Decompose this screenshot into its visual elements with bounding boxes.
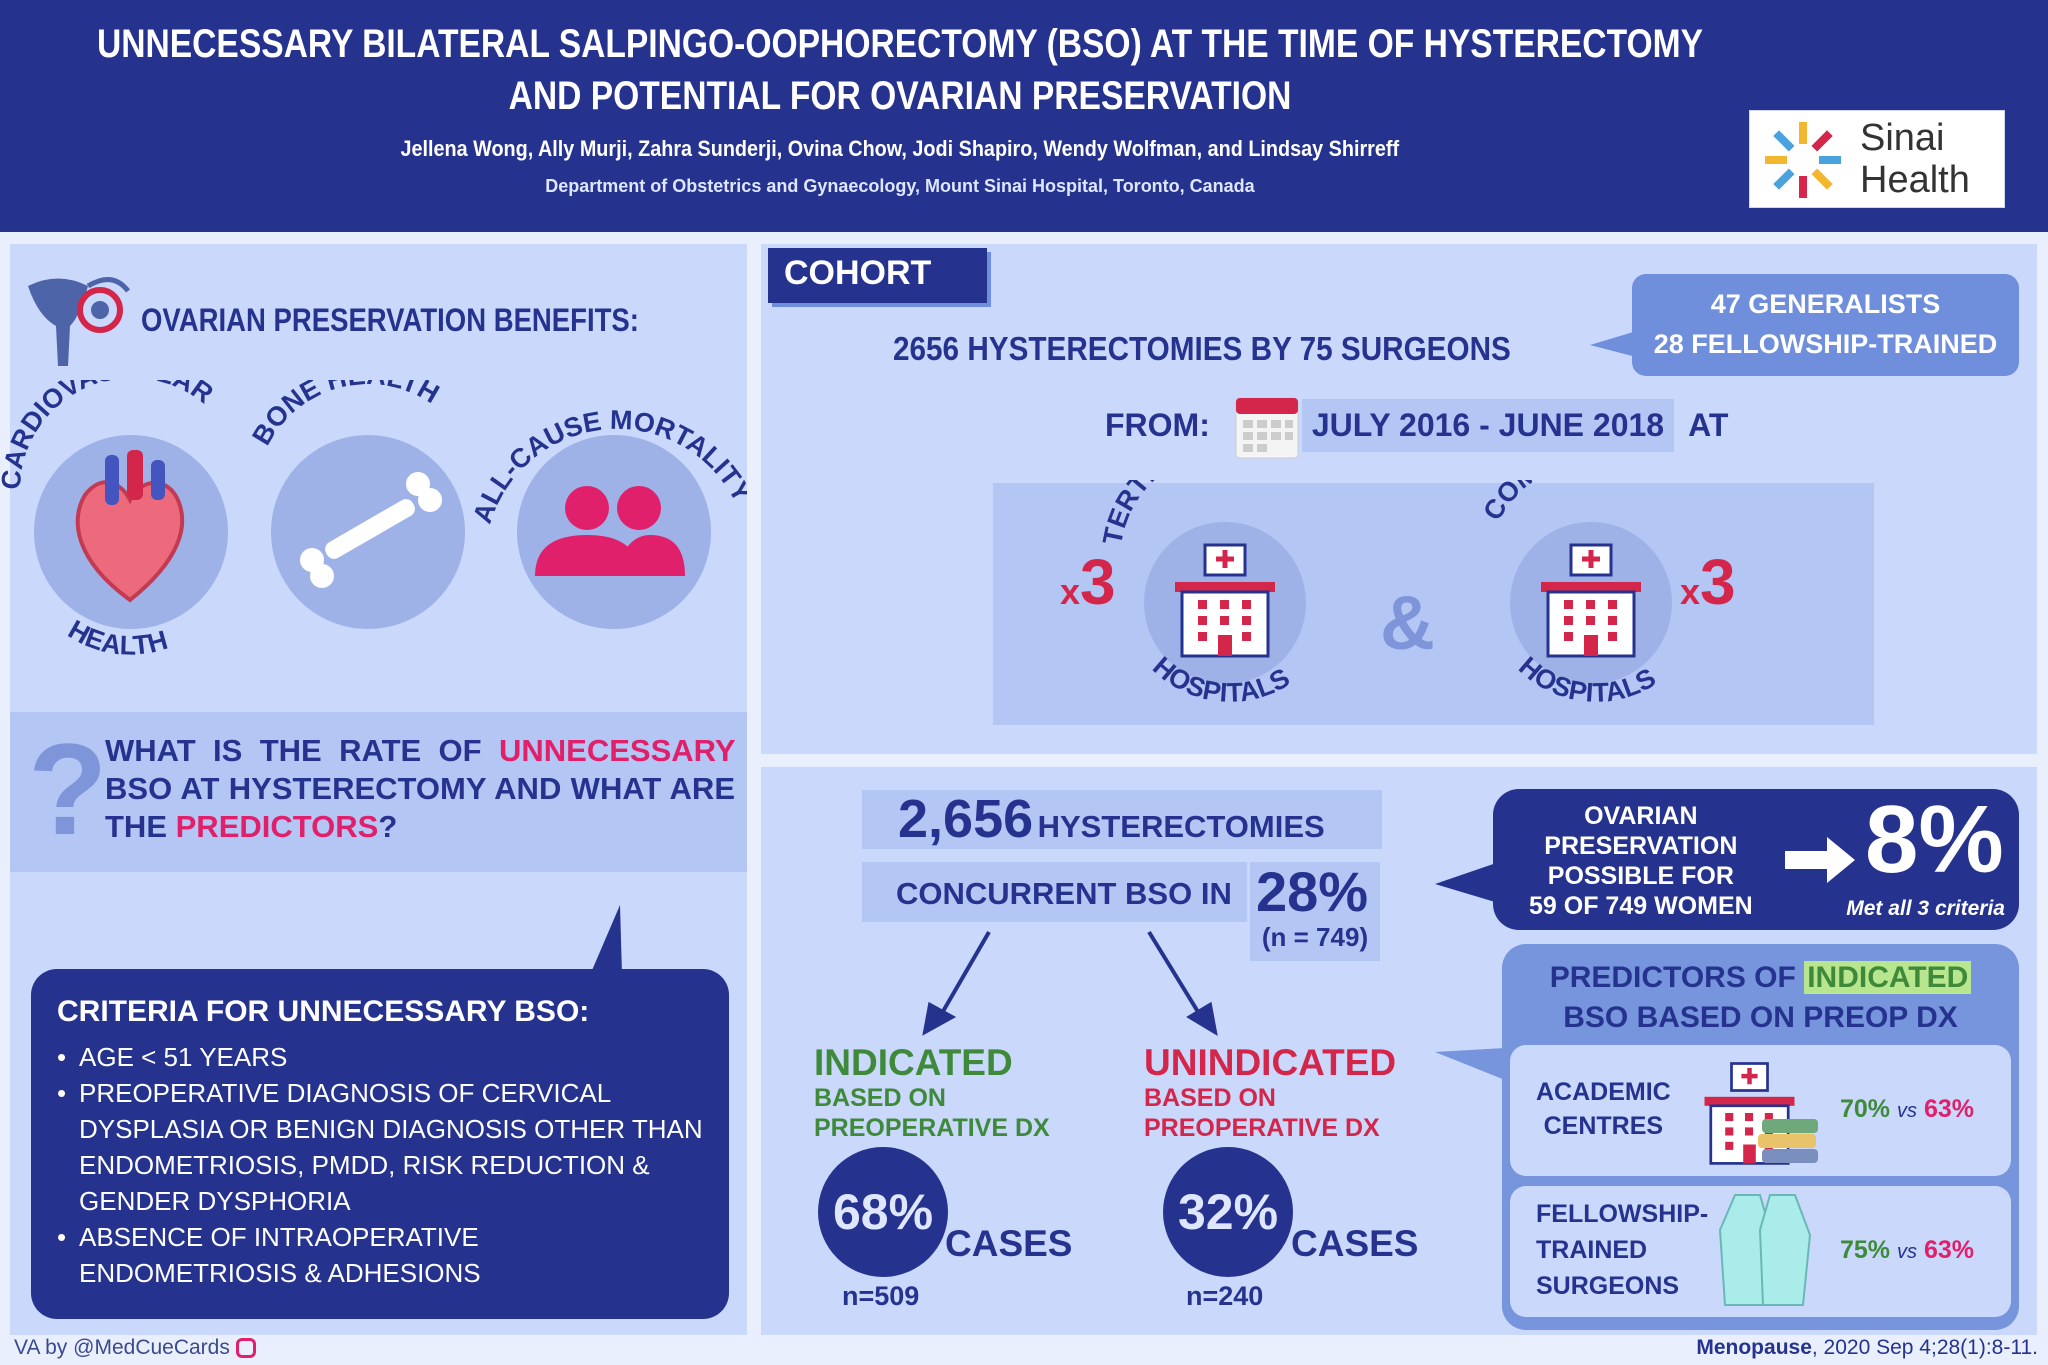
community-label: COMMUNITY	[1477, 480, 1648, 525]
concurrent-bso-percent: 28%	[1250, 862, 1380, 922]
predictor-values: 75% vs 63%	[1840, 1236, 1974, 1264]
indicated-n: n=509	[842, 1281, 920, 1311]
logo-text-2: Health	[1860, 159, 1970, 201]
criteria-item: ABSENCE OF INTRAOPERATIVE ENDOMETRIOSIS …	[57, 1219, 703, 1291]
calendar-icon	[1235, 397, 1299, 459]
predictor-label: FELLOWSHIP- TRAINED SURGEONS	[1536, 1200, 1709, 1300]
arrow-indicated	[936, 930, 991, 1022]
predictor-values: 70% vs 63%	[1840, 1095, 1974, 1123]
preservation-text: OVARIAN PRESERVATION POSSIBLE FOR 59 OF 749…	[1529, 802, 1753, 920]
header: UNNECESSARY BILATERAL SALPINGO-OOPHORECT…	[0, 0, 2048, 232]
hospital-books-icon	[1700, 1059, 1818, 1169]
sinai-health-logo: Sinai Health	[1749, 110, 2005, 208]
benefits-heading: OVARIAN PRESERVATION BENEFITS:	[141, 302, 639, 338]
split-arrows	[922, 930, 1218, 1036]
criteria-box: CRITERIA FOR UNNECESSARY BSO: AGE < 51 Y…	[31, 969, 729, 1319]
instagram-icon	[235, 1338, 256, 1359]
hospitals-box	[993, 483, 1874, 725]
predictor-row-academic: ACADEMIC CENTRES 70% vs 63%	[1510, 1045, 2011, 1176]
research-question: ? WHAT IS THE RATE OF UNNECESSARY BSO AT…	[10, 712, 747, 872]
benefit-curved-labels: CARDIOVASCULAR HEALTH BONE HEALTH ALL-CA…	[0, 380, 747, 661]
predictors-title: PREDICTORS OF INDICATED BSO BASED ON PREO…	[1502, 958, 2019, 1038]
poster-title: UNNECESSARY BILATERAL SALPINGO-OOPHORECT…	[96, 22, 1704, 118]
question-mark-icon: ?	[28, 716, 108, 862]
preservation-box: OVARIAN PRESERVATION POSSIBLE FOR 59 OF 749…	[1493, 786, 2019, 930]
people-icon	[535, 486, 685, 576]
date-row: FROM: JULY 2016 - JUNE 2018 AT	[1105, 390, 1728, 460]
hospital-curved-labels: TERTIARY CARE HOSPITALS COMMUNITY HOSPIT…	[1100, 480, 1661, 708]
unindicated-title: UNINDICATED	[1144, 1042, 1397, 1083]
community-count: x3	[1680, 546, 1736, 618]
svg-text:HOSPITALS: HOSPITALS	[1513, 651, 1660, 708]
total-hysterectomies: 2,656 HYSTERECTOMIES	[862, 790, 1382, 849]
label-bone-health: BONE HEALTH	[246, 380, 444, 450]
cohort-summary: 2656 HYSTERECTOMIES BY 75 SURGEONS	[893, 330, 1511, 367]
preservation-note: Met all 3 criteria	[1846, 897, 2005, 920]
date-range: JULY 2016 - JUNE 2018	[1301, 398, 1675, 452]
criteria-title: CRITERIA FOR UNNECESSARY BSO:	[57, 995, 590, 1028]
heart-icon	[75, 450, 185, 603]
question-text: WHAT IS THE RATE OF UNNECESSARY BSO AT H…	[105, 733, 735, 844]
arrow-unindicated	[1147, 930, 1205, 1022]
svg-text:BONE HEALTH: BONE HEALTH	[246, 380, 444, 450]
predictor-row-fellowship: FELLOWSHIP- TRAINED SURGEONS 75% vs 63%	[1510, 1186, 2011, 1317]
preservation-bubble-tail	[1435, 860, 1505, 905]
surgical-gowns-icon	[1718, 1194, 1812, 1306]
community-hospitals-label: HOSPITALS	[1513, 651, 1660, 708]
criteria-item: PREOPERATIVE DIAGNOSIS OF CERVICAL DYSPL…	[57, 1075, 703, 1219]
department: Department of Obstetrics and Gynaecology…	[545, 176, 1255, 196]
surgeons-bubble-tail	[1590, 330, 1640, 358]
svg-text:HEALTH: HEALTH	[63, 614, 171, 661]
unindicated-subtitle: BASED ON PREOPERATIVE DX	[1144, 1084, 1380, 1142]
bone-icon	[300, 472, 442, 588]
ampersand: &	[1380, 581, 1435, 666]
citation: Menopause, 2020 Sep 4;28(1):8-11.	[1696, 1336, 2038, 1359]
unindicated-cases: CASES	[1291, 1223, 1419, 1264]
concurrent-bso-n: (n = 749)	[1250, 922, 1380, 961]
indicated-percent: 68%	[818, 1147, 948, 1277]
logo-text-1: Sinai	[1860, 117, 1945, 159]
surgeons-breakdown: 47 GENERALISTS 28 FELLOWSHIP-TRAINED	[1632, 274, 2019, 376]
unindicated-n: n=240	[1186, 1281, 1264, 1311]
indicated-subtitle: BASED ON PREOPERATIVE DX	[814, 1084, 1050, 1142]
svg-text:HOSPITALS: HOSPITALS	[1147, 651, 1294, 708]
predictors-box: PREDICTORS OF INDICATED BSO BASED ON PREO…	[1502, 944, 2019, 1330]
label-all-cause-mortality: ALL-CAUSE MORTALITY	[467, 405, 747, 527]
svg-text:TERTIARY CARE: TERTIARY CARE	[1100, 480, 1297, 547]
svg-text:COMMUNITY: COMMUNITY	[1477, 480, 1648, 525]
indicated-cases: CASES	[945, 1223, 1073, 1264]
label-cardiovascular: CARDIOVASCULAR	[0, 380, 219, 491]
right-arrow-icon	[1785, 837, 1855, 883]
mortality-circle	[517, 435, 711, 629]
uterus-ovary-icon	[28, 277, 130, 366]
svg-text:ALL-CAUSE MORTALITY: ALL-CAUSE MORTALITY	[467, 405, 747, 527]
at-label: AT	[1688, 406, 1729, 443]
preservation-percent: 8%	[1865, 786, 2004, 893]
tertiary-label: TERTIARY CARE	[1100, 480, 1297, 547]
predictors-bubble-tail	[1435, 1048, 1505, 1080]
cohort-tab: COHORT	[768, 248, 987, 303]
label-health: HEALTH	[63, 614, 171, 661]
tertiary-count: x3	[1060, 546, 1116, 618]
indicated-title: INDICATED	[814, 1042, 1013, 1083]
unindicated-percent: 32%	[1163, 1147, 1293, 1277]
header-text: UNNECESSARY BILATERAL SALPINGO-OOPHORECT…	[60, 18, 1740, 197]
criteria-item: AGE < 51 YEARS	[57, 1039, 703, 1075]
concurrent-bso-label: CONCURRENT BSO IN	[862, 862, 1247, 922]
credit: VA by @MedCueCards	[14, 1336, 256, 1360]
predictor-label: ACADEMIC CENTRES	[1536, 1078, 1671, 1140]
tertiary-hospitals-label: HOSPITALS	[1147, 651, 1294, 708]
criteria-bubble-tail	[590, 905, 622, 975]
authors: Jellena Wong, Ally Murji, Zahra Sunderji…	[400, 136, 1400, 161]
svg-text:CARDIOVASCULAR: CARDIOVASCULAR	[0, 380, 219, 491]
from-label: FROM:	[1105, 406, 1210, 443]
logo-star-icon	[1765, 122, 1841, 198]
